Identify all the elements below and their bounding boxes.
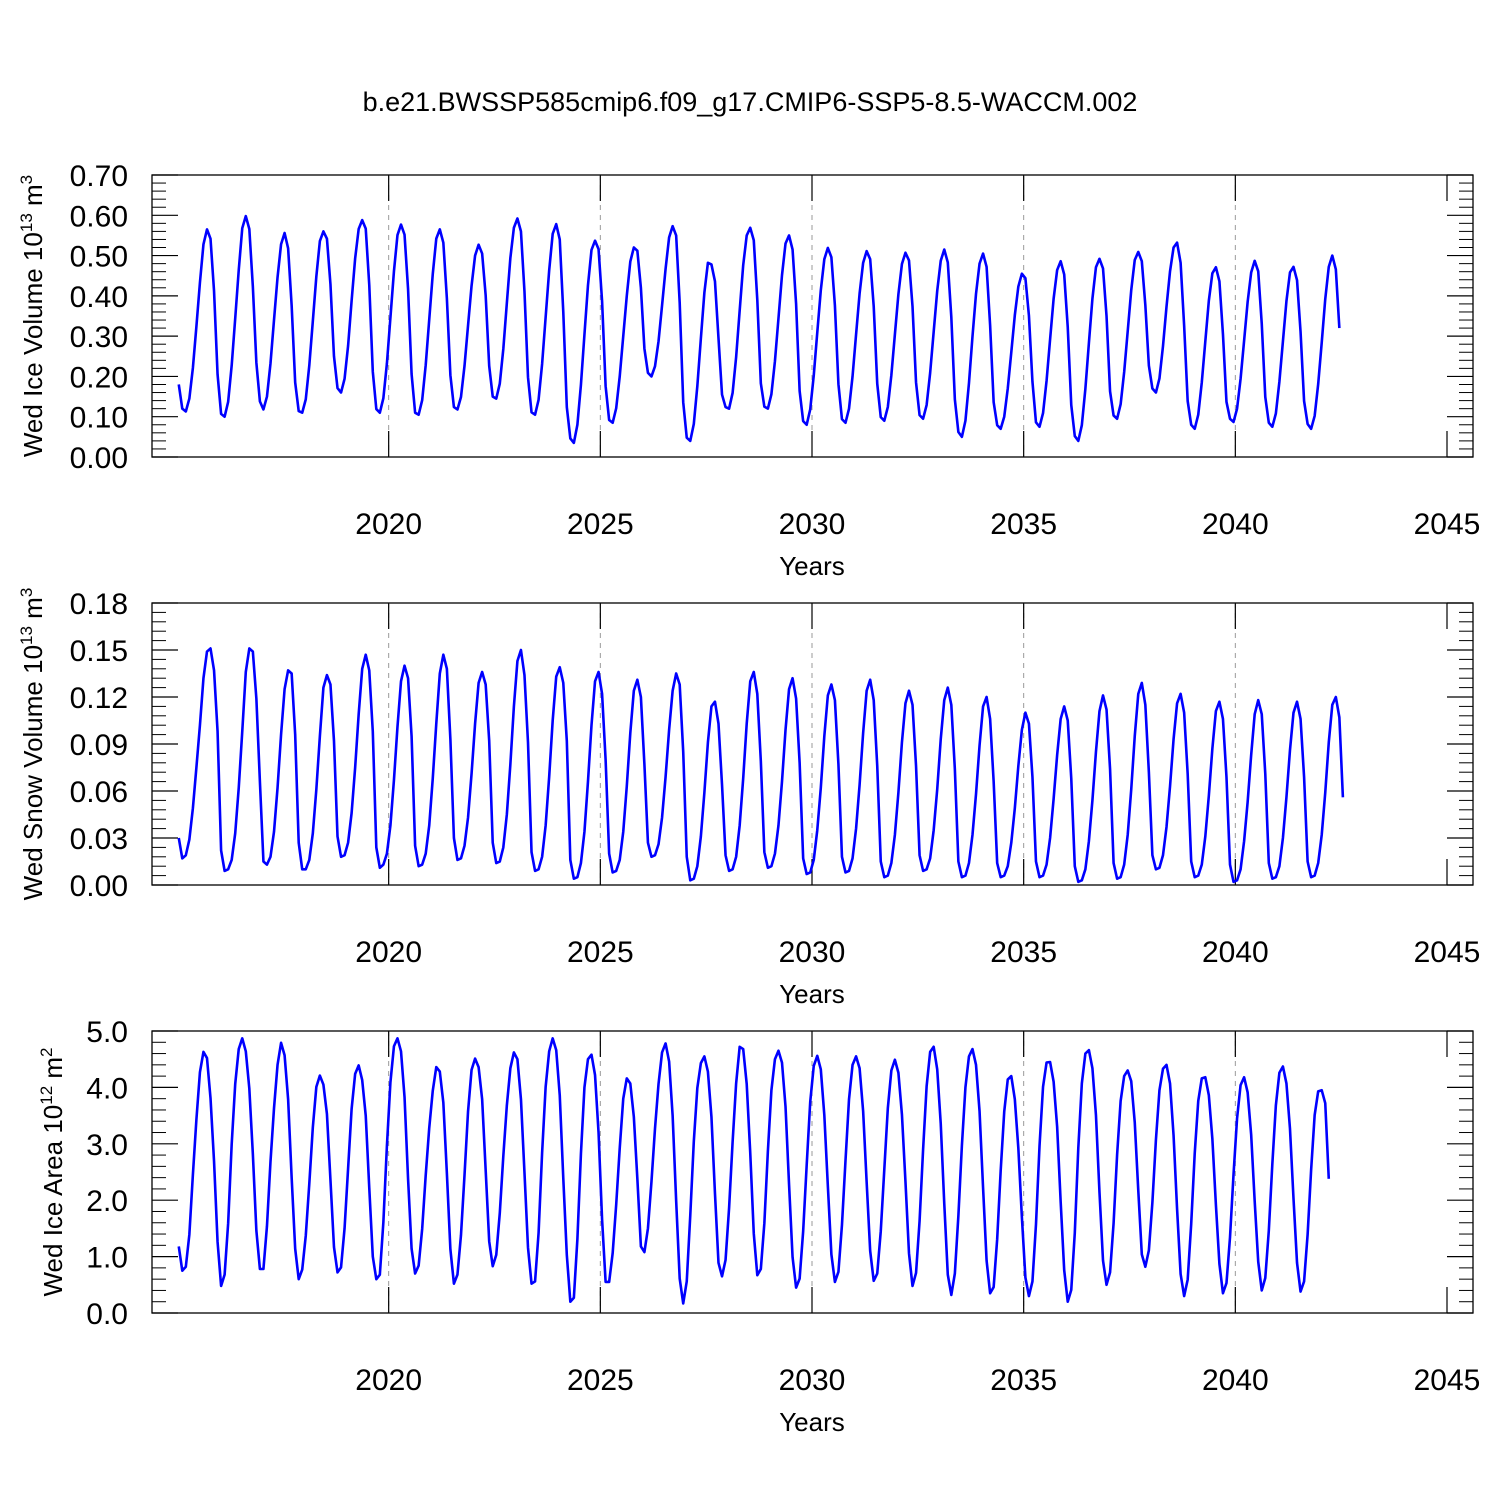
y-axis-label-ylabel-exp: 13 — [17, 213, 36, 232]
y-tick-label: 0.50 — [70, 241, 128, 274]
y-tick-label: 0.09 — [70, 729, 128, 762]
y-axis-label-ylabel-exp: 13 — [17, 626, 36, 645]
x-tick-label: 2020 — [355, 508, 422, 541]
series-line — [177, 1037, 1331, 1305]
x-tick-label: 2035 — [990, 1364, 1057, 1397]
y-tick-label: 0.18 — [70, 588, 128, 621]
x-axis-label: Years — [779, 551, 845, 581]
x-tick-label: 2040 — [1202, 1364, 1269, 1397]
y-tick-label: 0.60 — [70, 200, 128, 233]
x-tick-label: 2035 — [990, 936, 1057, 969]
y-tick-label: 0.10 — [70, 402, 128, 435]
x-tick-label: 2045 — [1414, 1364, 1481, 1397]
series-line — [177, 647, 1345, 884]
x-tick-label: 2025 — [567, 936, 634, 969]
series-line — [177, 214, 1341, 445]
y-axis-label-ylabel-main: Wed Ice Volume 10 — [18, 232, 48, 457]
y-tick-label: 0.00 — [70, 870, 128, 903]
y-tick-label: 0.40 — [70, 281, 128, 314]
x-tick-label: 2045 — [1414, 508, 1481, 541]
y-axis-label-ylabel-main: Wed Ice Area 10 — [38, 1105, 68, 1297]
y-tick-label: 2.0 — [86, 1185, 128, 1218]
y-tick-label: 0.30 — [70, 321, 128, 354]
x-axis-label: Years — [779, 979, 845, 1009]
panel-snow-volume: 0.00 0.03 0.06 0.09 0.12 0.15 0.18 2020 2025 2030… — [17, 588, 1480, 1009]
x-tick-label: 2025 — [567, 1364, 634, 1397]
x-axis-label: Years — [779, 1407, 845, 1437]
panel-ice-volume: 0.00 0.10 0.20 0.30 0.40 0.50 0.60 0.70 2020 2025… — [17, 160, 1480, 581]
y-axis-label-ylabel-unit-exp: 3 — [17, 175, 36, 184]
y-tick-label: 5.0 — [86, 1016, 128, 1049]
x-tick-label: 2035 — [990, 508, 1057, 541]
x-tick-label: 2040 — [1202, 936, 1269, 969]
x-tick-label: 2020 — [355, 1364, 422, 1397]
y-tick-label: 3.0 — [86, 1129, 128, 1162]
x-tick-label: 2030 — [779, 508, 846, 541]
panel-ice-area: 0.0 1.0 2.0 3.0 4.0 5.0 2020 2025 2030 2035 2040 20… — [37, 1016, 1480, 1437]
y-tick-label: 0.15 — [70, 635, 128, 668]
y-tick-label: 0.06 — [70, 776, 128, 809]
y-tick-label: 0.70 — [70, 160, 128, 193]
y-tick-label: 0.12 — [70, 682, 128, 715]
y-tick-label: 0.00 — [70, 442, 128, 475]
x-tick-label: 2040 — [1202, 508, 1269, 541]
y-axis-label-ylabel-unit: m — [18, 184, 48, 213]
y-tick-label: 1.0 — [86, 1242, 128, 1275]
y-axis-label-ylabel-unit: m — [38, 1057, 68, 1086]
x-tick-label: 2025 — [567, 508, 634, 541]
y-axis-label-ylabel-unit: m — [18, 597, 48, 626]
y-tick-label: 4.0 — [86, 1072, 128, 1105]
x-tick-label: 2030 — [779, 1364, 846, 1397]
x-tick-label: 2020 — [355, 936, 422, 969]
y-axis-label-ylabel-unit-exp: 2 — [37, 1047, 56, 1056]
y-tick-label: 0.0 — [86, 1298, 128, 1331]
y-axis-label: Wed Ice Area 1012 m2 — [37, 1047, 68, 1296]
y-tick-label: 0.03 — [70, 823, 128, 856]
figure-title: b.e21.BWSSP585cmip6.f09_g17.CMIP6-SSP5-8… — [363, 87, 1138, 117]
y-axis-label: Wed Snow Volume 1013 m3 — [17, 588, 48, 901]
x-tick-label: 2030 — [779, 936, 846, 969]
y-axis-label-ylabel-main: Wed Snow Volume 10 — [18, 645, 48, 900]
y-tick-label: 0.20 — [70, 361, 128, 394]
y-axis-label: Wed Ice Volume 1013 m3 — [17, 175, 48, 457]
y-axis-label-ylabel-exp: 12 — [37, 1086, 56, 1105]
x-tick-label: 2045 — [1414, 936, 1481, 969]
y-axis-label-ylabel-unit-exp: 3 — [17, 588, 36, 597]
